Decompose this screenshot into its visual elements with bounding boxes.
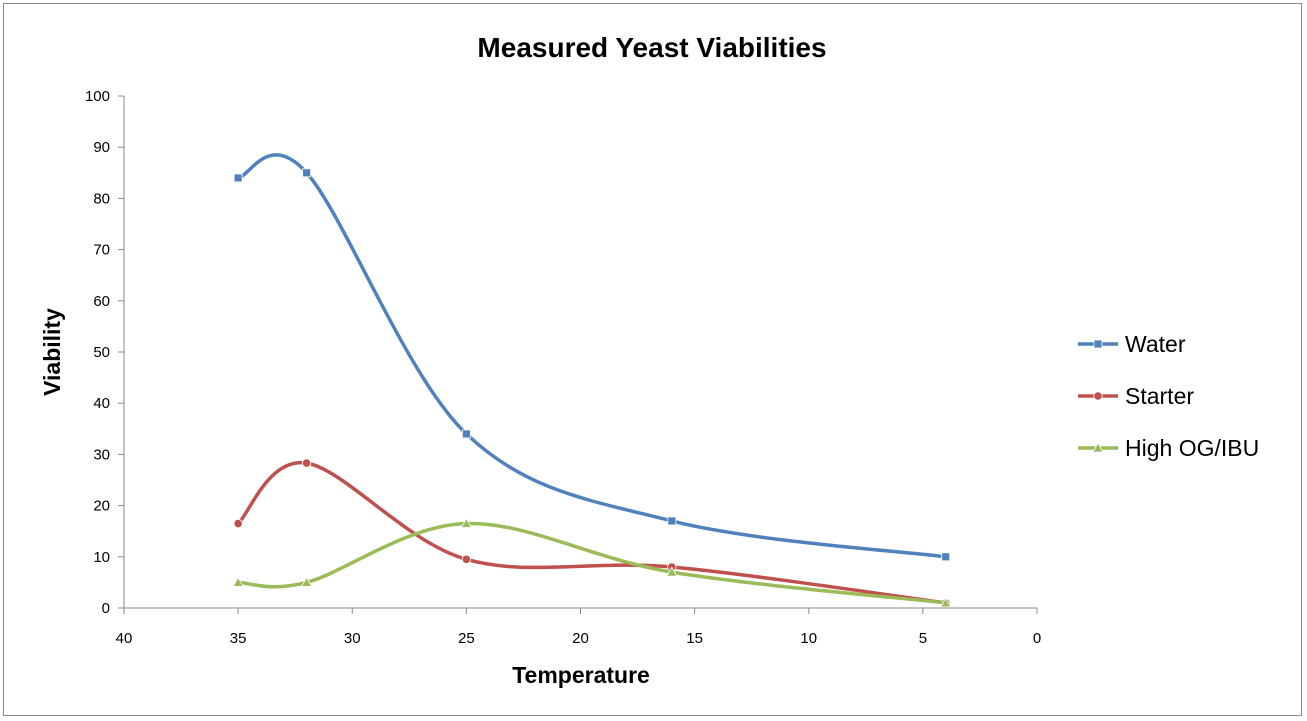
y-tick-label: 100 xyxy=(85,88,110,105)
legend-item-starter: Starter xyxy=(1078,383,1194,409)
legend-label-starter: Starter xyxy=(1125,383,1194,409)
x-tick-label: 0 xyxy=(1033,630,1041,647)
y-tick-label: 50 xyxy=(93,344,110,361)
legend-marker-high-og-ibu xyxy=(1092,442,1104,453)
x-axis-title: Temperature xyxy=(512,662,650,688)
data-point-water xyxy=(941,552,951,562)
data-point-water xyxy=(461,429,471,439)
x-tick-label: 30 xyxy=(344,630,361,647)
series-line-high-og-ibu xyxy=(236,521,948,605)
y-tick-label: 0 xyxy=(102,600,110,617)
y-tick-label: 10 xyxy=(93,549,110,566)
data-point-water xyxy=(233,173,243,183)
legend-label-high-og-ibu: High OG/IBU xyxy=(1125,435,1259,461)
x-tick-label: 35 xyxy=(230,630,247,647)
x-tick-label: 25 xyxy=(458,630,475,647)
data-point-high-og-ibu xyxy=(232,576,244,587)
y-tick-label: 60 xyxy=(93,293,110,310)
x-tick-label: 20 xyxy=(572,630,589,647)
series-layer xyxy=(232,153,952,608)
data-point-water xyxy=(302,168,312,178)
data-point-starter xyxy=(461,554,471,564)
x-tick-label: 15 xyxy=(686,630,703,647)
chart-frame xyxy=(3,3,1302,716)
legend-item-high-og-ibu: High OG/IBU xyxy=(1078,435,1259,461)
series-high-og-ibu xyxy=(232,517,952,608)
data-point-high-og-ibu xyxy=(300,576,313,587)
series-water xyxy=(233,153,951,562)
data-point-starter xyxy=(301,458,312,468)
data-point-starter xyxy=(233,518,243,529)
legend-marker-starter xyxy=(1093,391,1103,401)
data-point-water xyxy=(667,516,677,526)
y-tick-label: 30 xyxy=(93,446,110,463)
x-tick-label: 40 xyxy=(116,630,133,647)
series-line-water xyxy=(236,153,948,559)
series-starter xyxy=(233,458,951,608)
legend-label-water: Water xyxy=(1125,331,1186,357)
series-line-starter xyxy=(236,461,948,605)
legend: Water Starter High OG/IBU xyxy=(1078,331,1259,461)
data-point-high-og-ibu xyxy=(460,517,473,528)
y-tick-label: 90 xyxy=(93,139,110,156)
y-tick-label: 20 xyxy=(93,498,110,515)
y-tick-label: 80 xyxy=(93,190,110,207)
x-tick-label: 5 xyxy=(919,630,927,647)
legend-item-water: Water xyxy=(1078,331,1186,357)
data-point-high-og-ibu xyxy=(940,597,952,608)
y-tick-label: 70 xyxy=(93,242,110,259)
legend-marker-water xyxy=(1093,339,1103,349)
y-tick-label: 40 xyxy=(93,395,110,412)
data-point-high-og-ibu xyxy=(666,566,678,577)
x-tick-label: 10 xyxy=(800,630,817,647)
chart-title: Measured Yeast Viabilities xyxy=(477,32,826,63)
y-axis-title: Viability xyxy=(39,308,65,396)
